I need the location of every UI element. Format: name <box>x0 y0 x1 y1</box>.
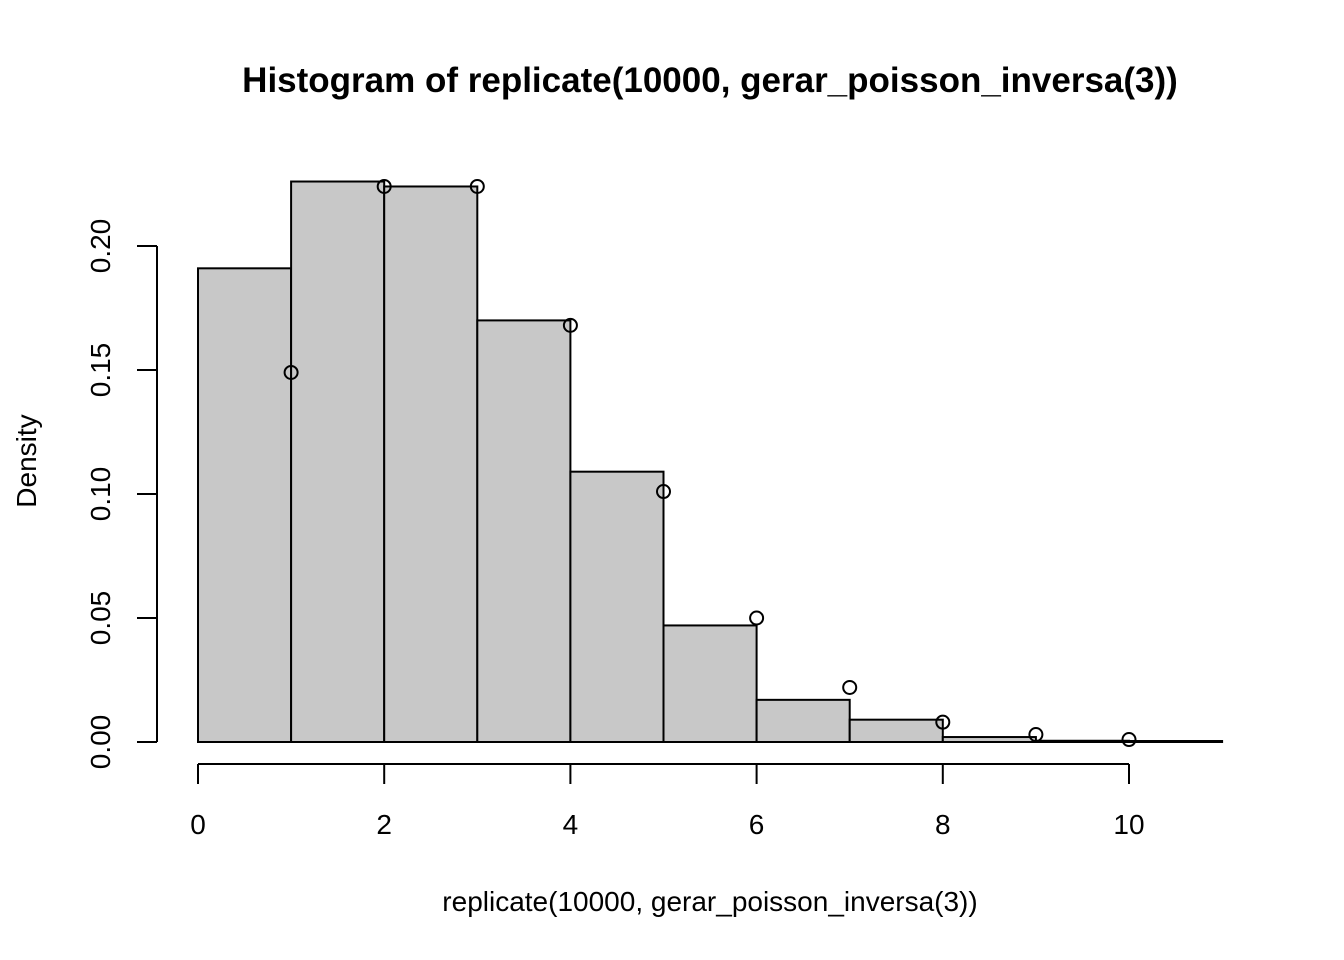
x-tick-label-1: 2 <box>376 809 392 840</box>
y-tick-label-1: 0.05 <box>85 591 116 646</box>
chart-title: Histogram of replicate(10000, gerar_pois… <box>242 61 1178 100</box>
density-point-8 <box>1028 727 1044 743</box>
histogram-bar-0 <box>197 267 293 743</box>
histogram-bar-5 <box>662 624 758 743</box>
x-tick-label-5: 10 <box>1113 809 1144 840</box>
y-tick-label-4: 0.20 <box>85 219 116 274</box>
histogram-bar-2 <box>383 185 479 744</box>
density-point-9 <box>1121 732 1137 748</box>
y-axis-label: Density <box>11 414 42 507</box>
bars-layer <box>197 180 1224 744</box>
y-tick-label-0: 0.00 <box>85 715 116 770</box>
density-point-4 <box>656 484 671 500</box>
histogram-bar-4 <box>569 470 665 743</box>
points-layer <box>283 178 1137 748</box>
histogram-bar-1 <box>290 180 386 743</box>
histogram-bar-3 <box>476 319 572 743</box>
density-point-3 <box>562 317 578 333</box>
histogram-bar-8 <box>941 736 1037 743</box>
density-point-0 <box>283 364 299 380</box>
x-tick-label-2: 4 <box>563 809 579 840</box>
histogram-bar-10 <box>1128 740 1224 743</box>
x-axis-label: replicate(10000, gerar_poisson_inversa(3… <box>442 886 977 917</box>
density-point-1 <box>376 178 392 194</box>
density-point-6 <box>842 679 858 695</box>
histogram-bar-9 <box>1034 739 1131 744</box>
y-axis: 0.00 0.05 0.10 0.15 0.20 <box>85 219 158 770</box>
histogram-bar-7 <box>848 718 944 743</box>
density-point-5 <box>749 610 765 626</box>
y-tick-label-2: 0.10 <box>85 467 116 522</box>
x-tick-label-0: 0 <box>190 809 206 840</box>
y-tick-label-3: 0.15 <box>85 343 116 398</box>
density-point-7 <box>935 714 951 730</box>
histogram-bar-6 <box>755 698 851 744</box>
x-tick-label-4: 8 <box>935 809 951 840</box>
x-axis: 0 2 4 6 8 10 <box>190 763 1145 840</box>
x-tick-label-3: 6 <box>749 809 765 840</box>
density-point-2 <box>469 178 485 194</box>
